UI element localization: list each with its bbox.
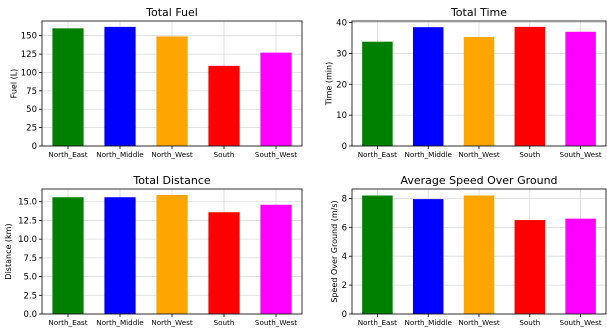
y-tick-label: 0 bbox=[32, 142, 37, 152]
bar-north-east bbox=[362, 195, 393, 314]
y-tick-label: 40 bbox=[336, 19, 347, 29]
bar-south bbox=[208, 65, 240, 146]
y-tick-label: 30 bbox=[336, 49, 347, 59]
x-tick-label: North_West bbox=[151, 318, 193, 327]
y-axis-label: Time (min) bbox=[325, 62, 334, 106]
y-tick-label: 0.0 bbox=[23, 310, 37, 320]
y-tick-label: 150 bbox=[21, 32, 37, 42]
bar-north-east bbox=[362, 41, 393, 146]
x-tick-label: South bbox=[214, 150, 235, 159]
y-tick-label: 25 bbox=[26, 124, 37, 134]
y-tick-label: 125 bbox=[21, 50, 37, 60]
subplot-4: 0 2 4 6 8 North_East North_Middle North_West Sou… bbox=[330, 174, 607, 327]
y-tick-label: 5.0 bbox=[23, 273, 37, 283]
bar-south bbox=[514, 220, 546, 314]
y-tick-label: 0 bbox=[342, 142, 347, 152]
bar-north-west bbox=[463, 37, 495, 147]
x-tick-label: North_East bbox=[48, 318, 87, 327]
y-tick-label: 12.5 bbox=[18, 216, 37, 226]
subplot-2: 0 10 20 30 40 North_East North_Middle North_Wes… bbox=[325, 6, 607, 159]
x-tick-label: South bbox=[519, 318, 540, 327]
bar-south-west bbox=[260, 52, 292, 146]
y-tick-label: 2 bbox=[342, 281, 347, 291]
bar-north-west bbox=[156, 194, 188, 314]
bar-north-middle bbox=[412, 27, 444, 147]
bar-south-west bbox=[565, 31, 596, 147]
y-tick-label: 8 bbox=[342, 194, 347, 204]
x-tick-label: North_West bbox=[151, 150, 193, 159]
y-tick-label: 10.0 bbox=[18, 235, 37, 245]
bar-north-west bbox=[463, 195, 495, 314]
x-tick-label: North_West bbox=[458, 150, 500, 159]
x-tick-label: South_West bbox=[255, 150, 297, 159]
y-tick-label: 75 bbox=[26, 87, 37, 97]
y-tick-label: 2.5 bbox=[23, 291, 37, 301]
chart-title: Total Fuel bbox=[145, 6, 198, 19]
chart-title: Total Time bbox=[450, 6, 507, 19]
y-tick-label: 10 bbox=[336, 111, 347, 121]
bar-north-east bbox=[52, 197, 84, 314]
bar-south bbox=[514, 26, 546, 146]
bar-north-middle bbox=[412, 199, 444, 314]
x-tick-label: South_West bbox=[560, 318, 602, 327]
x-tick-label: North_East bbox=[358, 150, 397, 159]
y-axis-label: Fuel (L) bbox=[9, 69, 18, 99]
x-tick-label: North_Middle bbox=[96, 150, 144, 159]
bar-north-middle bbox=[104, 26, 136, 146]
y-tick-label: 6 bbox=[342, 223, 347, 233]
y-axis-label: Distance (km) bbox=[4, 223, 13, 279]
y-tick-label: 100 bbox=[21, 68, 37, 78]
x-tick-label: North_Middle bbox=[96, 318, 144, 327]
bar-south-west bbox=[565, 218, 596, 314]
y-axis-label: Speed Over Ground (m/s) bbox=[330, 200, 339, 302]
x-tick-label: South_West bbox=[560, 150, 602, 159]
x-tick-label: South bbox=[519, 150, 540, 159]
y-tick-label: 20 bbox=[336, 80, 347, 90]
x-tick-label: North_Middle bbox=[404, 150, 452, 159]
y-tick-label: 15.0 bbox=[18, 198, 37, 208]
subplot-3: 0.0 2.5 5.0 7.5 10.0 12.5 15.0 North_East North_… bbox=[4, 174, 303, 327]
y-tick-label: 7.5 bbox=[23, 254, 37, 264]
chart-title: Total Distance bbox=[132, 174, 211, 187]
bar-south bbox=[208, 212, 240, 314]
x-tick-label: North_West bbox=[458, 318, 500, 327]
x-tick-label: South_West bbox=[255, 318, 297, 327]
x-tick-label: North_Middle bbox=[404, 318, 452, 327]
y-tick-label: 0 bbox=[342, 310, 347, 320]
bar-north-east bbox=[52, 28, 84, 146]
x-tick-label: South bbox=[214, 318, 235, 327]
x-tick-label: North_East bbox=[358, 318, 397, 327]
bar-north-middle bbox=[104, 197, 136, 314]
y-tick-label: 4 bbox=[342, 252, 347, 262]
bar-south-west bbox=[260, 204, 292, 314]
chart-title: Average Speed Over Ground bbox=[400, 174, 557, 187]
bar-north-west bbox=[156, 36, 188, 146]
y-tick-label: 50 bbox=[26, 105, 37, 115]
x-tick-label: North_East bbox=[48, 150, 87, 159]
subplot-1: 0 25 50 75 100 125 150 North_East North_Middle No… bbox=[9, 6, 303, 159]
